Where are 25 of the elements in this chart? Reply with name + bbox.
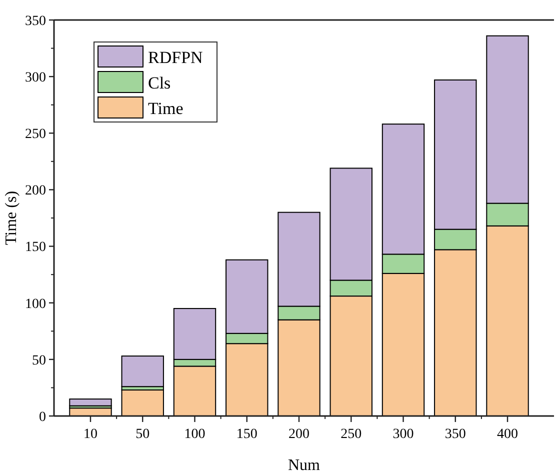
x-tick-label: 10 [83, 427, 98, 442]
bar [121, 356, 164, 388]
x-tick-label: 250 [340, 427, 362, 442]
y-tick-label: 350 [25, 14, 46, 29]
x-tick-label: 100 [184, 427, 206, 442]
y-axis-title: Time (s) [3, 190, 20, 246]
legend-label: Time [148, 98, 184, 118]
y-tick-label: 200 [25, 184, 46, 199]
y-tick-label: 50 [32, 353, 46, 368]
y-tick-label: 100 [25, 296, 46, 312]
y-tick-label: 150 [25, 240, 46, 256]
bar [69, 398, 112, 406]
legend-label: Cls [148, 73, 171, 92]
y-tick-label: 0 [39, 410, 46, 425]
bar [121, 389, 164, 416]
x-tick-label: 50 [136, 427, 150, 442]
x-tick-label: 300 [392, 427, 414, 442]
y-tick-label: 250 [25, 127, 46, 142]
x-tick-label: 400 [497, 427, 518, 442]
x-tick-label: 150 [236, 427, 258, 442]
legend-label: RDFPN [148, 48, 203, 67]
y-tick-label: 300 [25, 70, 46, 86]
x-tick-label: 200 [288, 427, 310, 442]
x-axis-title: Num [288, 457, 321, 474]
x-tick-label: 350 [444, 427, 466, 442]
